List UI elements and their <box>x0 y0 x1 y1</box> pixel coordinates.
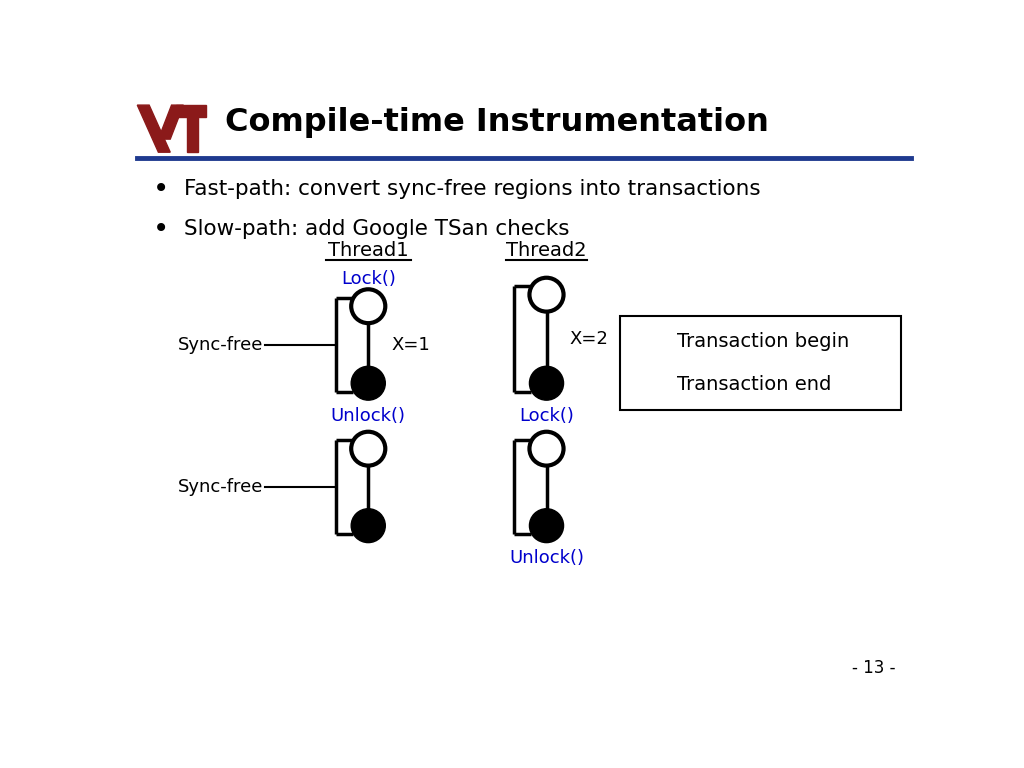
Text: •: • <box>153 175 169 204</box>
Circle shape <box>351 366 385 400</box>
Text: Transaction begin: Transaction begin <box>678 332 850 351</box>
Polygon shape <box>159 105 183 139</box>
Text: Thread1: Thread1 <box>328 241 409 260</box>
Text: Compile-time Instrumentation: Compile-time Instrumentation <box>225 108 769 138</box>
Text: Lock(): Lock() <box>341 270 395 288</box>
Text: - 13 -: - 13 - <box>852 659 895 677</box>
Text: Transaction end: Transaction end <box>678 376 831 394</box>
Text: Unlock(): Unlock() <box>331 406 406 425</box>
Text: Slow-path: add Google TSan checks: Slow-path: add Google TSan checks <box>183 219 569 239</box>
Text: Unlock(): Unlock() <box>509 549 584 567</box>
Circle shape <box>529 366 563 400</box>
Text: Fast-path: convert sync-free regions into transactions: Fast-path: convert sync-free regions int… <box>183 179 761 199</box>
Circle shape <box>351 508 385 543</box>
Polygon shape <box>175 105 207 117</box>
Polygon shape <box>137 105 170 152</box>
Text: •: • <box>153 215 169 243</box>
Text: Thread2: Thread2 <box>506 241 587 260</box>
Text: X=2: X=2 <box>569 330 608 348</box>
Circle shape <box>630 369 660 400</box>
Text: Sync-free: Sync-free <box>178 336 263 354</box>
FancyBboxPatch shape <box>621 316 901 410</box>
Text: Sync-free: Sync-free <box>178 478 263 496</box>
Polygon shape <box>186 117 198 152</box>
Text: X=1: X=1 <box>391 336 430 354</box>
Text: Lock(): Lock() <box>519 406 573 425</box>
Circle shape <box>529 508 563 543</box>
